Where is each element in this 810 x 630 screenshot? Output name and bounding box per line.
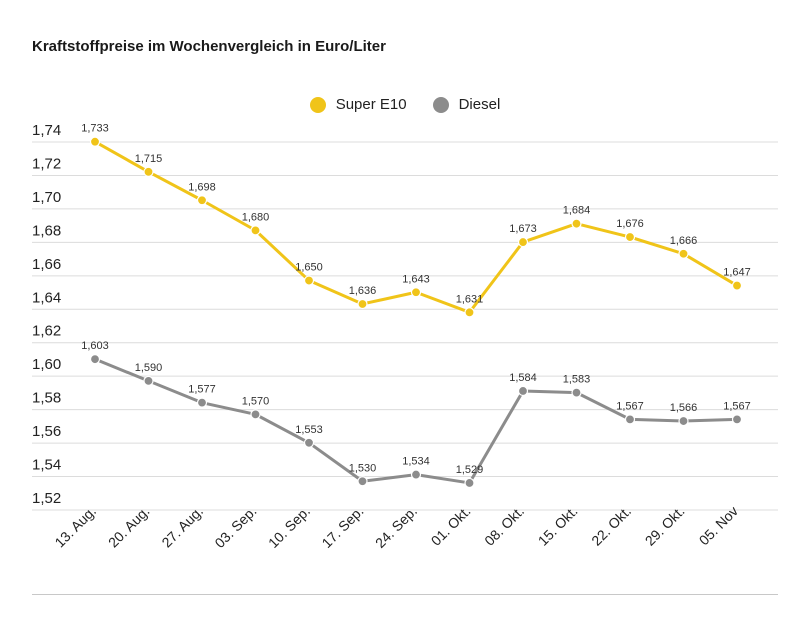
- data-point-diesel: [624, 414, 636, 425]
- data-label-diesel: 1,529: [456, 464, 484, 476]
- data-label-e10: 1,676: [616, 218, 644, 230]
- y-tick-label: 1,68: [32, 222, 61, 239]
- data-label-diesel: 1,534: [402, 456, 430, 468]
- data-point-diesel: [678, 415, 689, 427]
- data-point-diesel: [250, 409, 261, 420]
- data-label-e10: 1,636: [349, 285, 377, 297]
- data-point-diesel: [143, 375, 154, 387]
- y-tick-label: 1,52: [32, 490, 61, 507]
- y-tick-label: 1,74: [32, 122, 61, 139]
- data-point-diesel: [357, 476, 368, 487]
- data-point-e10: [464, 307, 475, 318]
- data-label-e10: 1,733: [81, 123, 109, 135]
- data-label-e10: 1,698: [188, 181, 216, 193]
- data-label-diesel: 1,570: [242, 395, 270, 407]
- data-point-e10: [250, 225, 261, 236]
- y-tick-label: 1,62: [32, 323, 61, 340]
- data-label-diesel: 1,567: [616, 400, 644, 412]
- data-label-diesel: 1,590: [135, 362, 163, 374]
- data-label-e10: 1,650: [295, 262, 323, 274]
- data-point-e10: [571, 218, 582, 229]
- data-label-diesel: 1,530: [349, 462, 377, 474]
- legend-item-diesel: Diesel: [432, 96, 501, 113]
- data-point-e10: [731, 280, 743, 291]
- data-point-e10: [89, 136, 101, 147]
- data-label-e10: 1,666: [670, 235, 698, 247]
- data-point-diesel: [464, 477, 475, 489]
- y-tick-label: 1,64: [32, 289, 61, 306]
- legend-swatch-e10: [309, 96, 326, 113]
- chart-title: Kraftstoffpreise im Wochenvergleich in E…: [32, 38, 386, 55]
- legend-label-e10: Super E10: [335, 96, 407, 113]
- data-point-e10: [143, 166, 154, 177]
- data-point-diesel: [89, 354, 101, 365]
- data-point-diesel: [731, 414, 743, 425]
- legend: Super E10 Diesel: [0, 96, 810, 113]
- data-label-e10: 1,643: [402, 273, 430, 285]
- legend-swatch-diesel: [432, 96, 449, 113]
- data-label-e10: 1,631: [456, 293, 484, 305]
- data-label-e10: 1,680: [242, 211, 270, 223]
- legend-label-diesel: Diesel: [458, 96, 501, 113]
- data-label-e10: 1,647: [723, 267, 751, 279]
- data-label-diesel: 1,553: [295, 424, 323, 436]
- data-point-diesel: [410, 469, 422, 480]
- data-label-diesel: 1,584: [509, 372, 537, 384]
- y-tick-label: 1,54: [32, 457, 61, 474]
- legend-item-e10: Super E10: [309, 96, 407, 113]
- data-point-e10: [357, 298, 368, 310]
- data-label-e10: 1,684: [563, 205, 591, 217]
- data-point-diesel: [303, 437, 315, 448]
- y-tick-label: 1,70: [32, 189, 61, 206]
- data-label-e10: 1,715: [135, 153, 163, 165]
- data-label-diesel: 1,583: [563, 374, 591, 386]
- data-point-e10: [303, 275, 315, 286]
- data-point-e10: [678, 248, 689, 259]
- data-point-e10: [624, 231, 636, 243]
- data-point-diesel: [196, 397, 208, 408]
- data-label-diesel: 1,567: [723, 400, 751, 412]
- data-label-diesel: 1,603: [81, 340, 109, 352]
- data-point-diesel: [571, 387, 582, 398]
- data-point-e10: [196, 195, 208, 206]
- y-tick-label: 1,66: [32, 256, 61, 273]
- data-label-diesel: 1,566: [670, 402, 698, 414]
- data-label-diesel: 1,577: [188, 384, 216, 396]
- bottom-divider: [32, 594, 778, 595]
- data-point-diesel: [517, 385, 529, 397]
- y-tick-label: 1,58: [32, 390, 61, 407]
- data-point-e10: [517, 236, 529, 248]
- y-tick-label: 1,72: [32, 155, 61, 172]
- y-tick-label: 1,60: [32, 356, 61, 373]
- data-point-e10: [410, 287, 422, 298]
- data-label-e10: 1,673: [509, 223, 537, 235]
- y-tick-label: 1,56: [32, 423, 61, 440]
